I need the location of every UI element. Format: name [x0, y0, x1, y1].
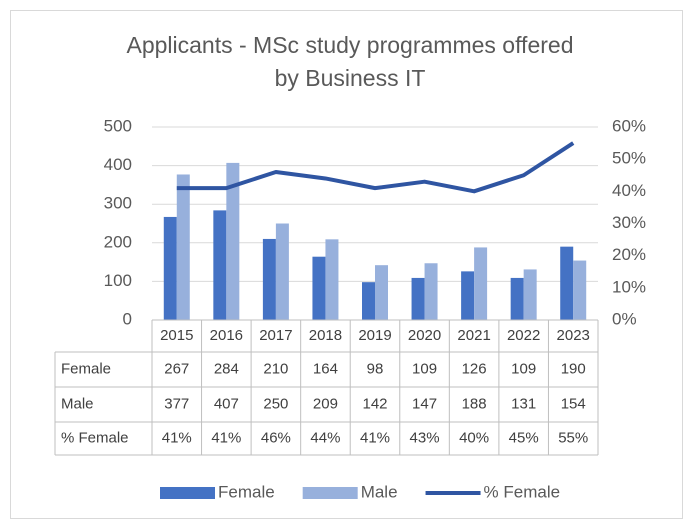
table-cell: 41%	[162, 429, 192, 446]
bar	[325, 239, 339, 320]
legend-label: Male	[361, 482, 398, 501]
table-cell: 154	[561, 395, 586, 412]
table-cell: 190	[561, 360, 586, 377]
table-row-label: Female	[61, 360, 111, 377]
x-tick-label: 2018	[309, 327, 342, 344]
table-row-label: % Female	[61, 429, 129, 446]
table-cell: 267	[164, 360, 189, 377]
y2-tick-label: 50%	[612, 149, 646, 168]
bar	[510, 277, 524, 320]
table-cell: 210	[263, 360, 288, 377]
table-cell: 131	[511, 395, 536, 412]
legend-swatch	[160, 487, 215, 499]
chart-title: Applicants - MSc study programmes offere…	[127, 32, 574, 58]
y-tick-label: 500	[104, 116, 132, 135]
table-cell: 46%	[261, 429, 291, 446]
bar	[411, 277, 425, 320]
x-tick-label: 2017	[259, 327, 292, 344]
table-cell: 41%	[211, 429, 241, 446]
y-tick-label: 0	[123, 309, 132, 328]
legend-label: % Female	[484, 482, 561, 501]
table-cell: 147	[412, 395, 437, 412]
bar	[312, 256, 326, 320]
y-tick-label: 100	[104, 271, 132, 290]
bar	[262, 238, 276, 320]
y2-tick-label: 30%	[612, 213, 646, 232]
bar	[560, 246, 574, 320]
bar	[424, 263, 438, 320]
bar	[226, 162, 240, 320]
x-tick-label: 2021	[457, 327, 490, 344]
table-cell: 109	[511, 360, 536, 377]
x-tick-label: 2022	[507, 327, 540, 344]
table-cell: 98	[367, 360, 384, 377]
legend-swatch	[302, 487, 358, 499]
x-tick-label: 2019	[358, 327, 391, 344]
bar	[375, 265, 388, 320]
table-cell: 126	[462, 360, 487, 377]
y2-tick-label: 60%	[612, 116, 646, 135]
y2-tick-label: 40%	[612, 181, 646, 200]
table-cell: 109	[412, 360, 437, 377]
x-tick-label: 2023	[557, 327, 590, 344]
bar	[362, 282, 375, 320]
table-cell: 377	[164, 395, 189, 412]
x-tick-label: 2015	[160, 327, 193, 344]
bar	[176, 174, 190, 320]
y-tick-label: 400	[104, 155, 132, 174]
table-cell: 44%	[310, 429, 340, 446]
y-tick-label: 300	[104, 194, 132, 213]
table-cell: 55%	[558, 429, 588, 446]
table-row-label: Male	[61, 395, 94, 412]
table-cell: 142	[362, 395, 387, 412]
table-cell: 40%	[459, 429, 489, 446]
y2-tick-label: 20%	[612, 245, 646, 264]
x-tick-label: 2016	[210, 327, 243, 344]
y2-tick-label: 10%	[612, 277, 646, 296]
table-cell: 188	[462, 395, 487, 412]
bar	[461, 271, 475, 320]
table-cell: 45%	[509, 429, 539, 446]
bar	[573, 260, 587, 320]
bar	[523, 269, 537, 320]
table-cell: 43%	[410, 429, 440, 446]
table-cell: 209	[313, 395, 338, 412]
y-tick-label: 200	[104, 232, 132, 251]
bar	[213, 210, 227, 320]
legend-label: Female	[218, 482, 275, 501]
bar	[275, 223, 289, 320]
table-cell: 164	[313, 360, 338, 377]
x-tick-label: 2020	[408, 327, 441, 344]
bar	[163, 216, 177, 320]
table-cell: 250	[263, 395, 288, 412]
line-series	[176, 141, 575, 194]
y2-tick-label: 0%	[612, 309, 637, 328]
table-cell: 284	[214, 360, 239, 377]
table-cell: 407	[214, 395, 239, 412]
chart-subtitle: by Business IT	[275, 65, 426, 91]
table-cell: 41%	[360, 429, 390, 446]
bar	[474, 247, 488, 320]
